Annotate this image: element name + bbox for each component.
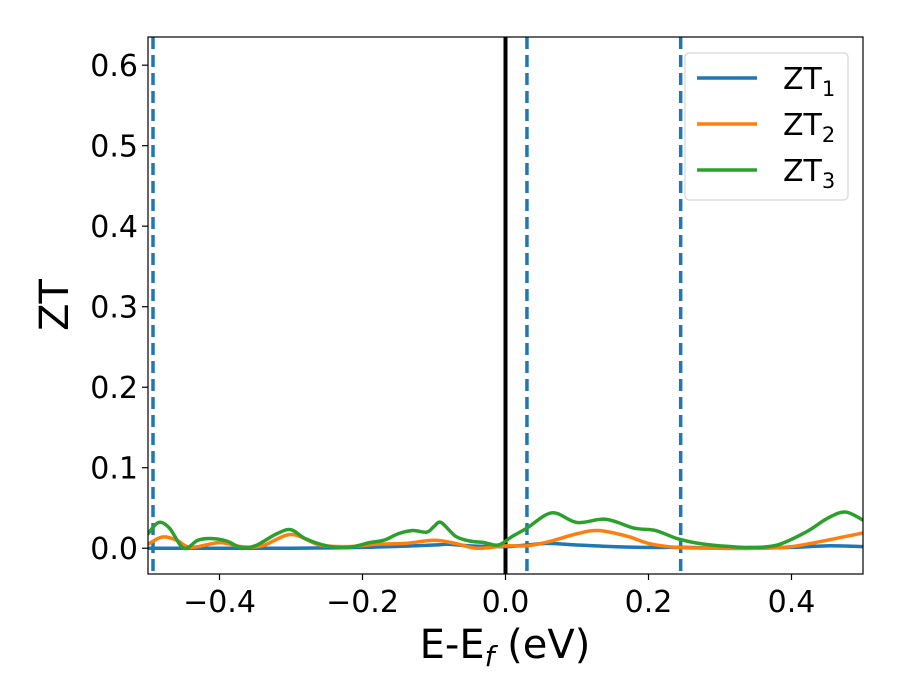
y-tick-label: 0.6 [90, 49, 138, 84]
y-tick-label: 0.0 [90, 532, 138, 567]
y-axis: 0.0 0.1 0.2 0.3 0.4 0.5 0.6 [90, 49, 148, 567]
x-tick-label: 0.0 [482, 585, 530, 620]
legend: ZT1 ZT2 ZT3 [684, 52, 849, 201]
series-layer [148, 510, 863, 551]
legend-label-zt3: ZT3 [783, 154, 835, 193]
y-tick-label: 0.5 [90, 130, 138, 165]
y-axis-label: ZT [32, 279, 78, 331]
x-axis: −0.4 −0.2 0.0 0.2 0.4 [183, 574, 815, 620]
x-axis-label-unit: (eV) [494, 622, 590, 668]
x-tick-label: 0.4 [768, 585, 816, 620]
vertical-lines [151, 37, 683, 574]
x-tick-label: −0.4 [183, 585, 256, 620]
x-tick-label: −0.2 [326, 585, 399, 620]
y-tick-label: 0.4 [90, 210, 138, 245]
legend-box [684, 52, 849, 201]
legend-label-zt2: ZT2 [783, 108, 835, 147]
x-tick-label: 0.2 [625, 585, 673, 620]
x-axis-label: E-Ef (eV) [420, 622, 591, 673]
y-tick-label: 0.3 [90, 291, 138, 326]
legend-label-zt1: ZT1 [783, 62, 835, 101]
x-axis-label-main: E-E [420, 622, 485, 668]
y-tick-label: 0.1 [90, 452, 138, 487]
series-line-zt3 [148, 510, 863, 551]
y-tick-label: 0.2 [90, 371, 138, 406]
